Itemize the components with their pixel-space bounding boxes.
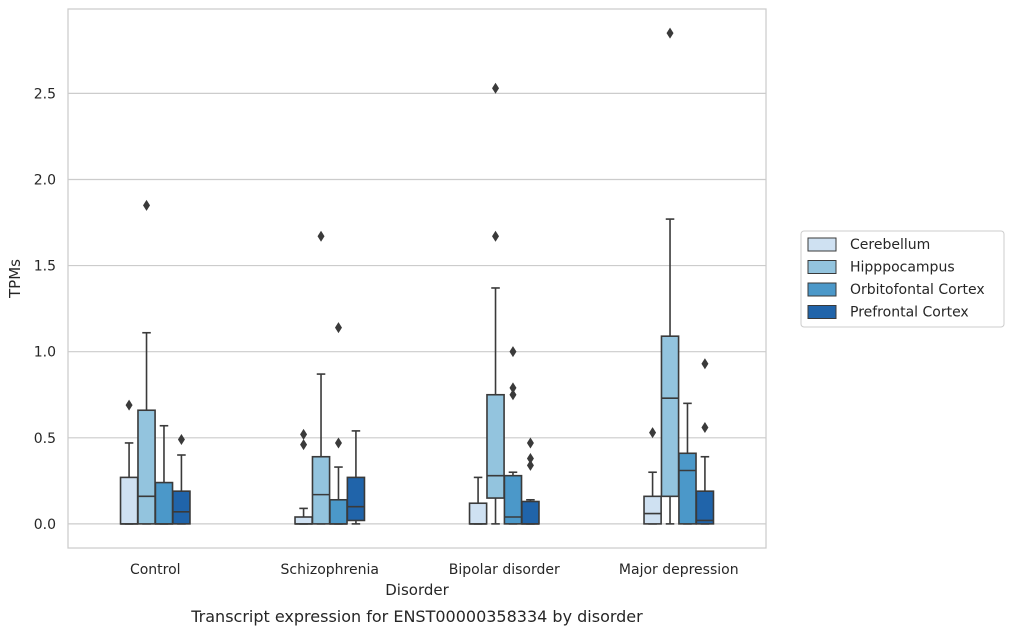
box-body xyxy=(137,409,156,525)
x-tick-labels: Control Schizophrenia Bipolar disorder Majo… xyxy=(130,562,739,578)
outlier-point xyxy=(334,437,342,449)
y-tick-label: 1.0 xyxy=(34,345,56,361)
legend-frame xyxy=(800,230,1005,328)
outlier-point xyxy=(526,452,534,464)
x-tick-label: Schizophrenia xyxy=(281,562,379,578)
box-body xyxy=(154,481,174,525)
outlier-point xyxy=(526,437,534,449)
outlier-point xyxy=(666,27,674,39)
chart-caption: Transcript expression for ENST0000035833… xyxy=(190,607,643,626)
x-tick-label: Control xyxy=(130,562,181,578)
outlier-point xyxy=(509,346,517,358)
box-body xyxy=(294,516,313,525)
y-axis-label: TPMs xyxy=(6,259,24,299)
outlier-point xyxy=(492,82,500,94)
box-0-0 xyxy=(119,399,139,525)
legend-label: Hipppocampus xyxy=(850,260,955,276)
box-body xyxy=(660,335,680,498)
y-tick-label: 0.0 xyxy=(34,517,56,533)
outlier-point xyxy=(526,459,534,471)
outlier-point xyxy=(300,428,308,440)
y-tick-label: 2.0 xyxy=(34,172,56,188)
y-tick-label: 0.5 xyxy=(34,431,56,447)
outlier-point xyxy=(334,322,342,334)
box-0-3 xyxy=(643,427,662,525)
box-3-0 xyxy=(172,434,191,525)
legend-swatch xyxy=(807,260,837,274)
box-3-3 xyxy=(695,358,715,525)
box-body xyxy=(695,490,715,525)
box-body xyxy=(346,476,366,522)
legend: Cerebellum Hipppocampus Orbitofontal Corte… xyxy=(800,230,1005,328)
box-1-0 xyxy=(137,199,156,525)
outlier-point xyxy=(317,230,325,242)
y-tick-label: 2.5 xyxy=(34,86,56,102)
x-tick-label: Bipolar disorder xyxy=(449,562,560,578)
y-tick-labels: 0.0 0.5 1.0 1.5 2.0 2.5 xyxy=(34,86,56,533)
box-body xyxy=(643,495,662,525)
y-tick-label: 1.5 xyxy=(34,259,56,275)
box-1-2 xyxy=(486,82,505,525)
box-1-3 xyxy=(660,27,680,525)
box-body xyxy=(678,452,697,525)
box-body xyxy=(468,502,488,525)
outlier-point xyxy=(509,389,517,401)
outlier-point xyxy=(177,434,185,446)
legend-swatch xyxy=(807,237,837,252)
box-1-1 xyxy=(311,230,331,525)
boxes xyxy=(119,27,715,525)
legend-label: Orbitofontal Cortex xyxy=(850,282,985,298)
box-body xyxy=(172,490,191,525)
outlier-point xyxy=(300,439,308,451)
outlier-point xyxy=(701,421,709,433)
box-body xyxy=(503,474,523,525)
plot-frame xyxy=(67,8,767,549)
box-body xyxy=(329,498,348,525)
box-3-1 xyxy=(346,430,366,525)
box-3-2 xyxy=(521,437,540,525)
outlier-point xyxy=(125,399,133,411)
x-tick-label: Major depression xyxy=(619,562,739,578)
legend-label: Cerebellum xyxy=(850,237,930,253)
box-2-3 xyxy=(678,402,697,525)
legend-swatch xyxy=(807,282,837,297)
box-2-2 xyxy=(503,346,523,525)
box-body xyxy=(486,393,505,499)
box-body xyxy=(311,455,331,525)
box-0-1 xyxy=(294,428,313,525)
outlier-point xyxy=(492,230,500,242)
outlier-point xyxy=(143,199,151,211)
box-2-1 xyxy=(329,322,348,525)
box-body xyxy=(119,476,139,525)
box-0-2 xyxy=(468,476,488,525)
outlier-point xyxy=(701,358,709,370)
outlier-point xyxy=(649,427,657,439)
box-2-0 xyxy=(154,424,174,525)
outlier-point xyxy=(509,382,517,394)
box-body xyxy=(521,500,540,525)
legend-label: Prefrontal Cortex xyxy=(850,305,969,321)
legend-swatch xyxy=(807,305,837,319)
x-axis-label: Disorder xyxy=(385,581,449,599)
